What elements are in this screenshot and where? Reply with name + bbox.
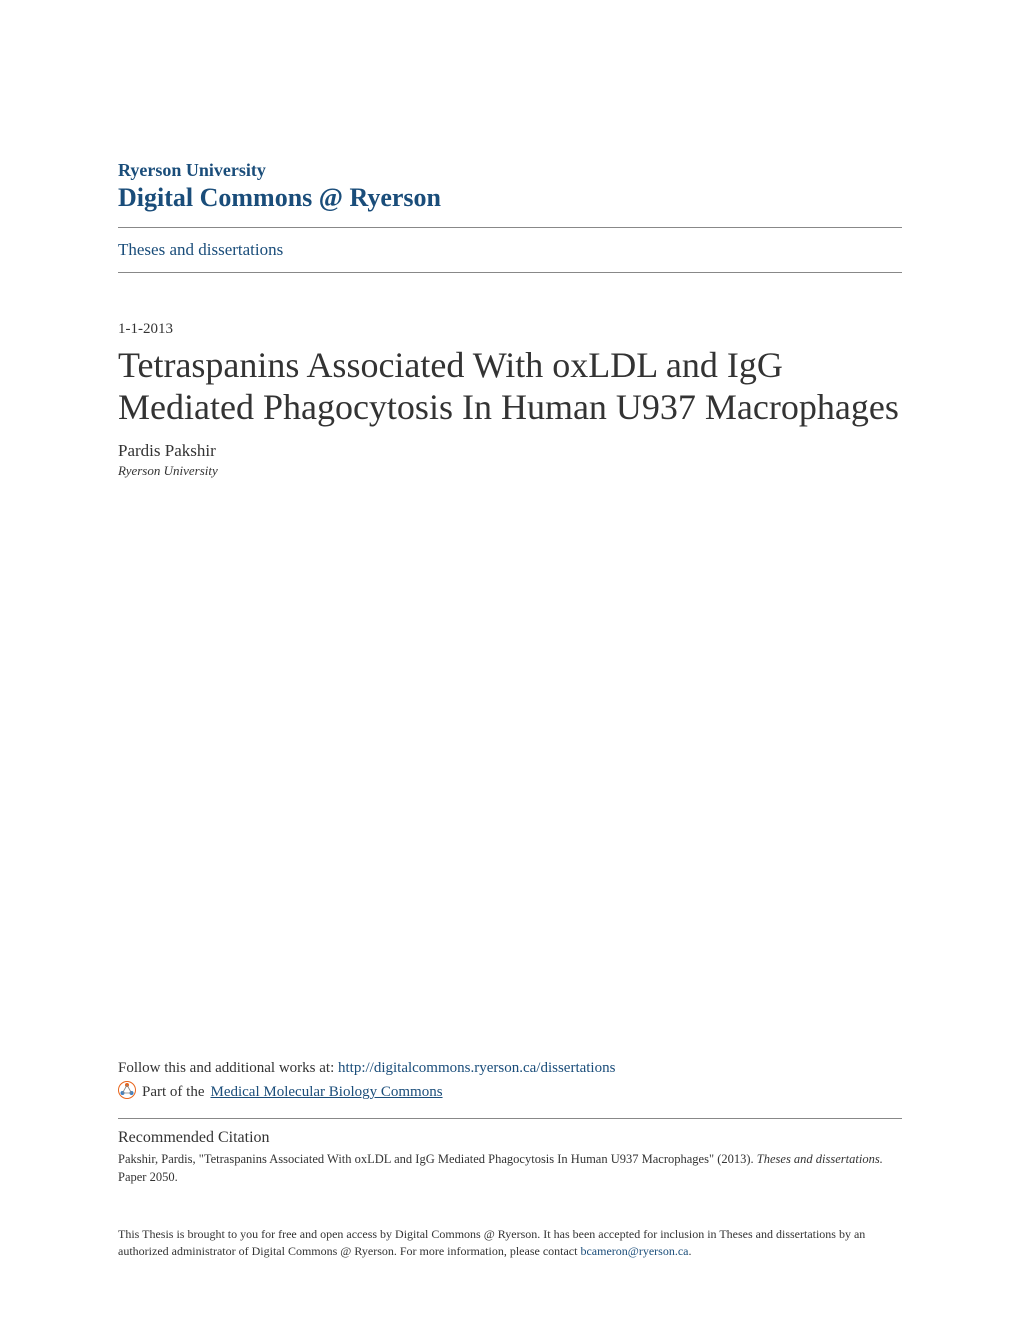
divider-breadcrumb	[118, 272, 902, 273]
disclaimer-body: This Thesis is brought to you for free a…	[118, 1227, 865, 1258]
citation-heading: Recommended Citation	[118, 1129, 902, 1147]
university-name: Ryerson University	[118, 160, 902, 181]
network-icon	[118, 1081, 136, 1104]
author-affiliation: Ryerson University	[118, 463, 902, 479]
header-block: Ryerson University Digital Commons @ Rye…	[118, 160, 902, 273]
commons-link[interactable]: Medical Molecular Biology Commons	[210, 1084, 442, 1101]
footer-block: Follow this and additional works at: htt…	[118, 1060, 902, 1260]
citation-paper: Paper 2050.	[118, 1170, 178, 1184]
follow-link[interactable]: http://digitalcommons.ryerson.ca/dissert…	[338, 1060, 615, 1076]
part-of-label: Part of the	[142, 1084, 204, 1101]
citation-author-text: Pakshir, Pardis, "Tetraspanins Associate…	[118, 1152, 757, 1166]
part-of-line: Part of the Medical Molecular Biology Co…	[118, 1081, 902, 1104]
contact-email-link[interactable]: bcameron@ryerson.ca	[580, 1244, 688, 1258]
breadcrumb[interactable]: Theses and dissertations	[118, 228, 902, 272]
document-title: Tetraspanins Associated With oxLDL and I…	[118, 344, 902, 429]
author-name: Pardis Pakshir	[118, 441, 902, 461]
document-meta: 1-1-2013 Tetraspanins Associated With ox…	[118, 321, 902, 479]
follow-line: Follow this and additional works at: htt…	[118, 1060, 902, 1077]
divider-citation	[118, 1118, 902, 1119]
disclaimer-end: .	[688, 1244, 691, 1258]
repository-name[interactable]: Digital Commons @ Ryerson	[118, 183, 902, 213]
publication-date: 1-1-2013	[118, 321, 902, 338]
citation-series: Theses and dissertations.	[757, 1152, 883, 1166]
disclaimer-text: This Thesis is brought to you for free a…	[118, 1226, 902, 1260]
follow-label: Follow this and additional works at:	[118, 1060, 338, 1076]
citation-text: Pakshir, Pardis, "Tetraspanins Associate…	[118, 1151, 902, 1186]
